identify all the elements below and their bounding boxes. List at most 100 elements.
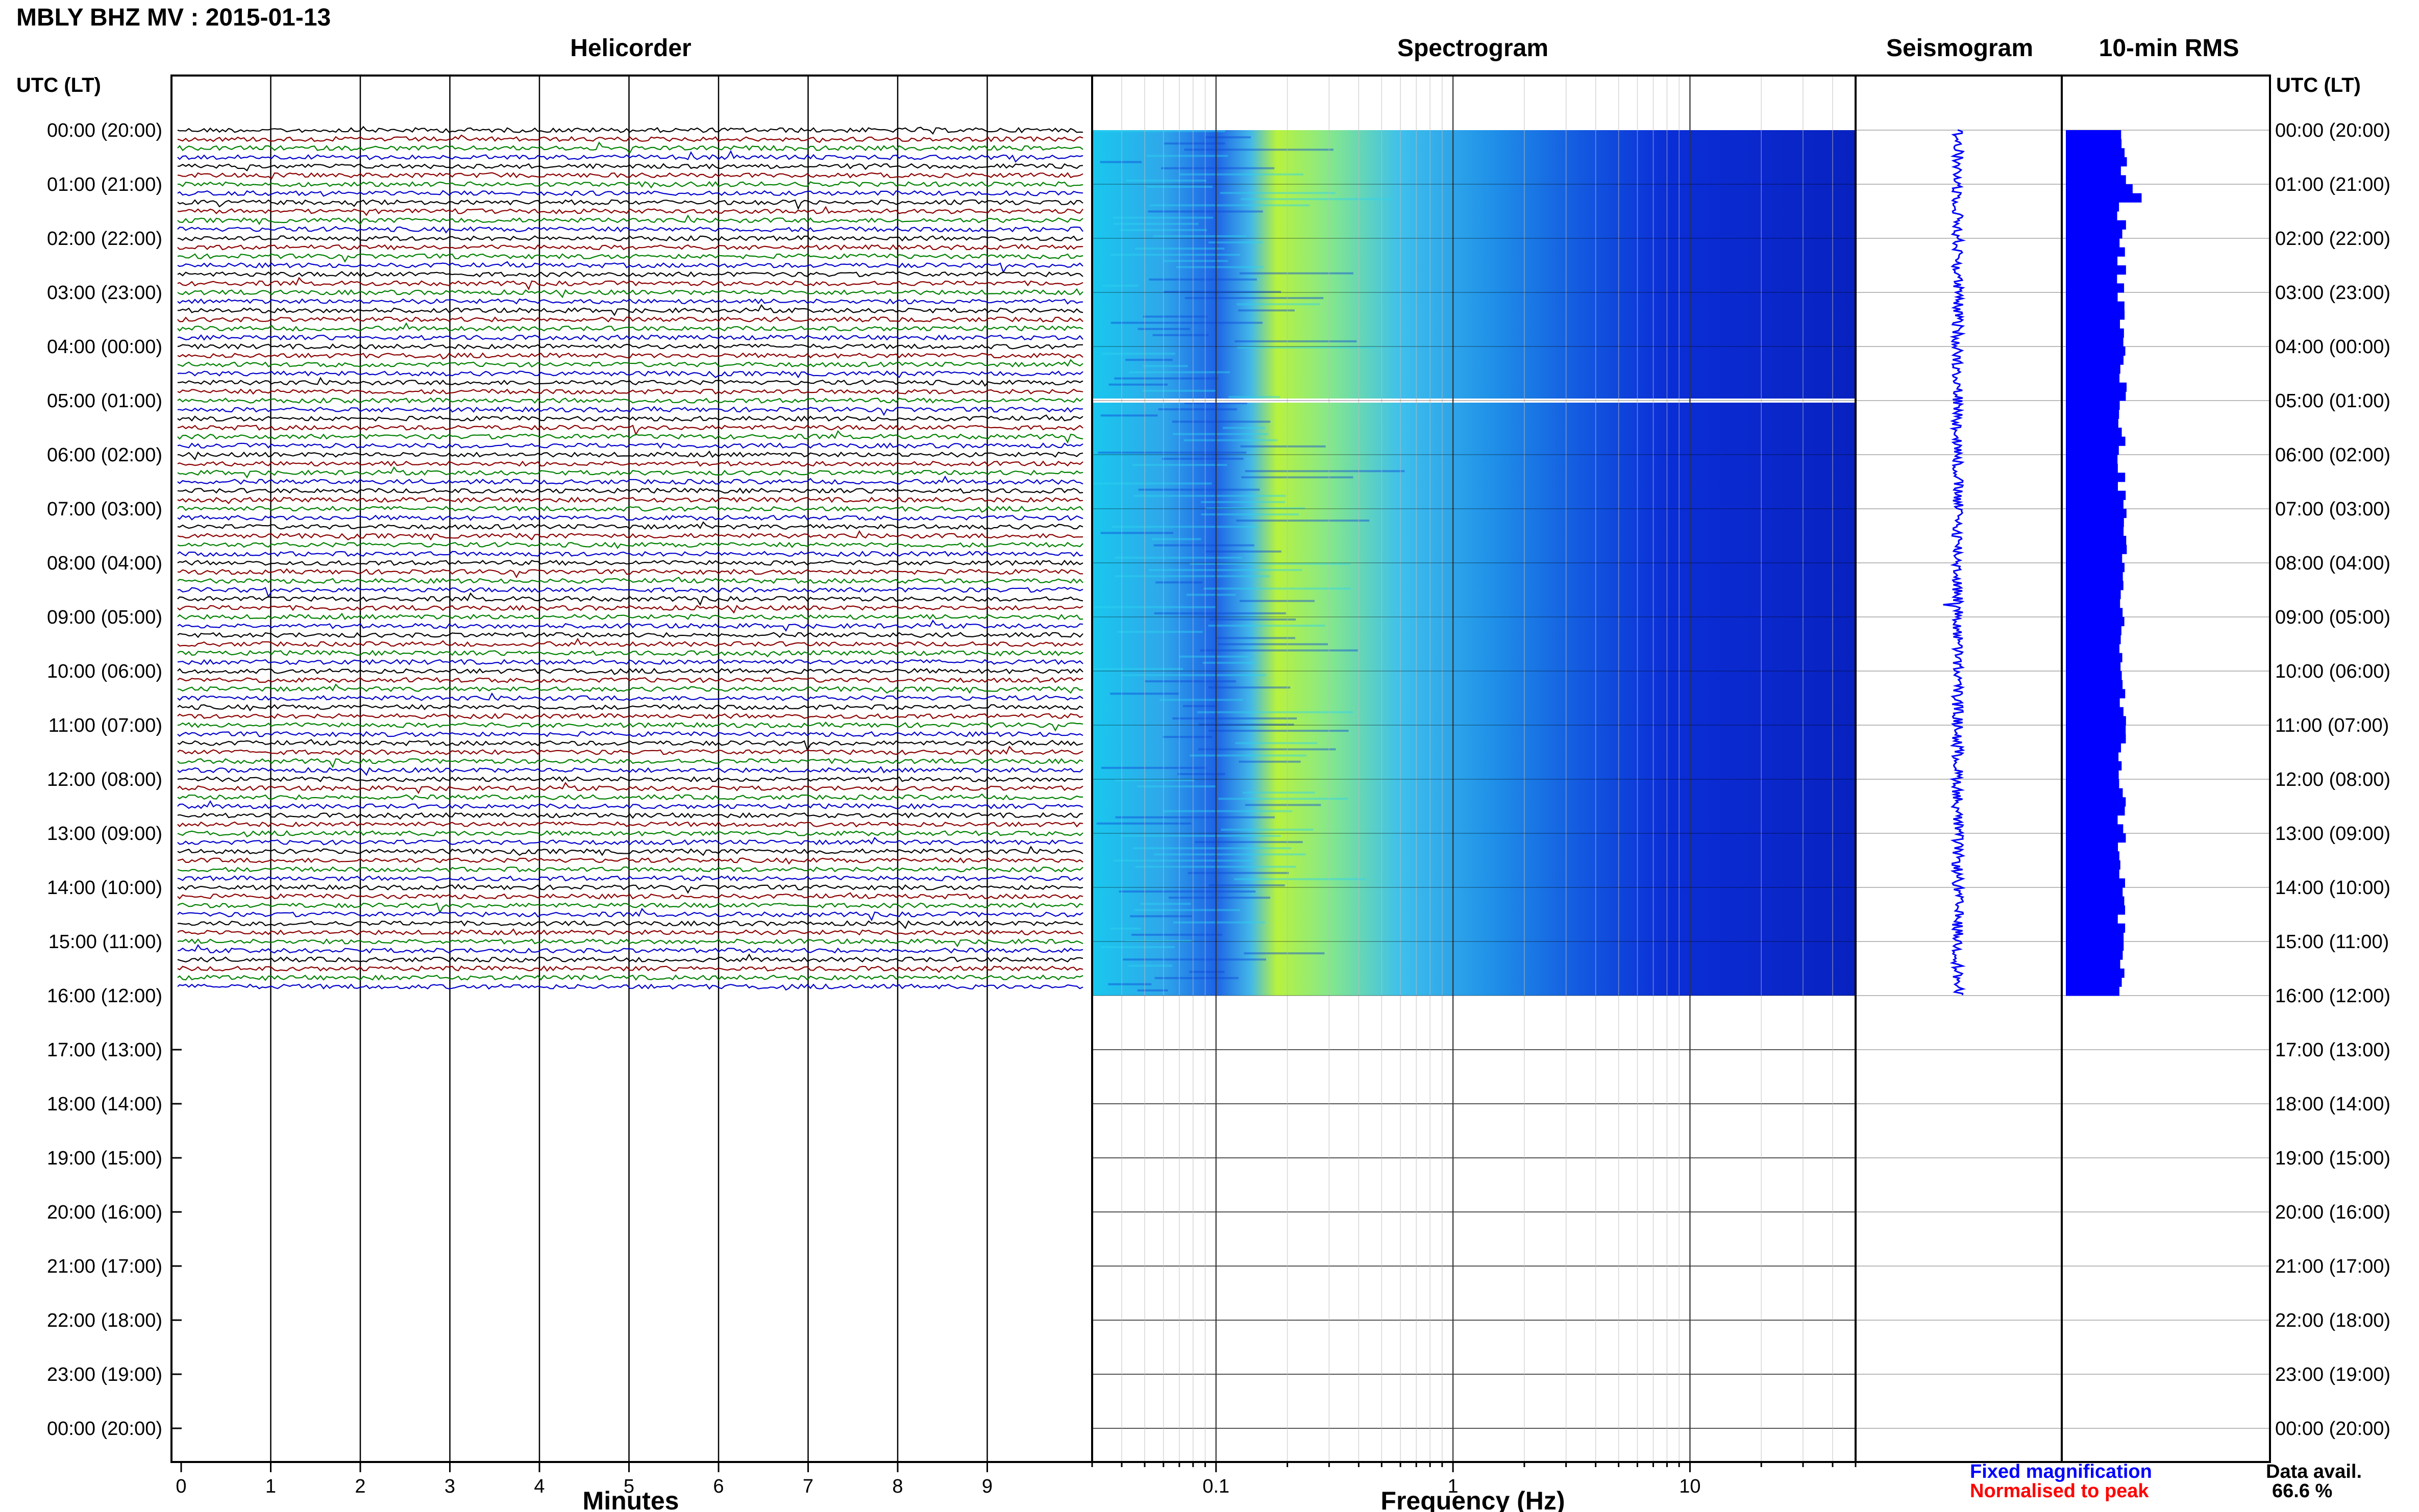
rms-bar xyxy=(2066,527,2124,536)
utc-label-right: UTC (LT) xyxy=(2276,74,2361,96)
rms-bar xyxy=(2066,590,2121,600)
spectrogram-streak xyxy=(1245,804,1321,806)
time-tick-label: 05:00 (01:00) xyxy=(47,390,162,412)
spectrogram-streak xyxy=(1132,847,1292,850)
spectrogram-streak xyxy=(1122,674,1266,677)
spectrogram-streak xyxy=(1228,395,1280,398)
time-tick-label: 00:00 (20:00) xyxy=(2275,120,2390,141)
time-tick-label: 22:00 (18:00) xyxy=(2275,1310,2390,1331)
rms-bar xyxy=(2066,175,2126,185)
helicorder-trace xyxy=(177,836,1083,846)
time-tick-label: 23:00 (19:00) xyxy=(47,1364,162,1385)
rms-bar xyxy=(2066,139,2122,148)
rms-bar xyxy=(2066,833,2126,843)
helicorder-trace xyxy=(177,214,1083,226)
helicorder-trace xyxy=(177,199,1083,210)
helicorder-trace xyxy=(177,928,1083,936)
frequency-tick-label: 10 xyxy=(1679,1476,1700,1497)
spectrogram-streak xyxy=(1096,822,1192,825)
spectrogram-streak xyxy=(1218,798,1348,800)
spectrogram-streak xyxy=(1163,736,1213,738)
helicorder-trace xyxy=(177,875,1083,882)
spectrogram-streak xyxy=(1235,742,1318,745)
helicorder-title: Helicorder xyxy=(570,35,691,62)
spectrogram-streak xyxy=(1094,130,1225,132)
spectrogram-streak xyxy=(1210,618,1296,621)
spectrogram-streak xyxy=(1239,600,1315,602)
time-tick-label: 09:00 (05:00) xyxy=(2275,607,2390,628)
helicorder-trace xyxy=(177,253,1083,263)
rms-bar xyxy=(2066,202,2119,212)
rms-bar xyxy=(2066,572,2123,581)
spectrogram-title: Spectrogram xyxy=(1397,35,1548,62)
spectrogram-streak xyxy=(1198,723,1294,726)
spectrogram-streak xyxy=(1115,779,1195,781)
frequency-tick-label: 1 xyxy=(1448,1476,1459,1497)
rms-bar xyxy=(2066,445,2119,455)
helicorder-trace xyxy=(177,261,1083,274)
helicorder-trace xyxy=(177,475,1083,485)
helicorder-trace xyxy=(177,497,1083,505)
helicorder-trace xyxy=(177,866,1083,873)
rms-bar xyxy=(2066,950,2123,960)
spectrogram-streak xyxy=(1239,760,1301,763)
spectrogram-streak xyxy=(1172,420,1271,423)
helicorder-trace xyxy=(177,172,1083,180)
spectrogram-streak xyxy=(1098,451,1247,454)
spectrogram-streak xyxy=(1188,872,1289,874)
helicorder-trace xyxy=(178,944,1083,954)
rms-bar xyxy=(2066,292,2118,302)
time-tick-label: 16:00 (12:00) xyxy=(47,985,162,1007)
spectrogram-streak xyxy=(1120,835,1281,837)
spectrogram-streak xyxy=(1205,550,1281,553)
spectrogram-streak xyxy=(1102,284,1139,287)
rms-bar xyxy=(2066,851,2119,861)
rms-bar xyxy=(2066,986,2119,996)
spectrogram-streak xyxy=(1110,927,1142,930)
helicorder-trace xyxy=(177,505,1083,513)
rms-bar xyxy=(2066,680,2123,689)
rms-bar xyxy=(2066,914,2118,924)
rms-bar xyxy=(2066,905,2126,915)
time-tick-label: 10:00 (06:00) xyxy=(47,661,162,682)
helicorder-trace xyxy=(177,586,1083,599)
helicorder-trace xyxy=(177,466,1083,479)
helicorder-trace xyxy=(177,953,1083,963)
helicorder-trace xyxy=(177,892,1083,900)
spectrogram-streak xyxy=(1184,148,1334,151)
rms-bar xyxy=(2066,166,2121,176)
time-tick-label: 14:00 (10:00) xyxy=(2275,877,2390,899)
helicorder-trace xyxy=(177,322,1083,332)
helicorder-trace xyxy=(177,126,1083,135)
spectrogram-streak xyxy=(1202,661,1256,664)
minute-tick-label: 5 xyxy=(624,1476,634,1497)
time-tick-label: 01:00 (21:00) xyxy=(2275,174,2390,195)
rms-bar xyxy=(2066,355,2124,365)
spectrogram-streak xyxy=(1163,810,1293,812)
rms-bar xyxy=(2066,220,2126,230)
spectrogram-streak xyxy=(1149,278,1257,281)
rms-bar xyxy=(2066,860,2120,870)
helicorder-trace xyxy=(177,974,1083,981)
spectrogram-streak xyxy=(1108,383,1168,386)
rms-bar xyxy=(2066,544,2127,554)
data-avail-label: Data avail. xyxy=(2266,1461,2362,1482)
helicorder-trace xyxy=(177,592,1083,606)
helicorder-trace xyxy=(177,370,1083,379)
spectrogram-streak xyxy=(1114,377,1219,380)
spectrogram-streak xyxy=(1172,433,1269,435)
rms-bar xyxy=(2066,617,2125,627)
spectrogram-streak xyxy=(1201,513,1299,516)
spectrogram-streak xyxy=(1208,625,1325,627)
time-tick-label: 03:00 (23:00) xyxy=(2275,282,2390,304)
spectrogram-streak xyxy=(1134,909,1241,911)
rms-bar xyxy=(2066,328,2124,338)
helicorder-trace xyxy=(177,800,1083,810)
spectrogram-streak xyxy=(1115,575,1270,578)
time-tick-label: 02:00 (22:00) xyxy=(47,228,162,250)
rms-bar xyxy=(2066,319,2120,329)
rms-bar xyxy=(2066,184,2133,194)
spectrogram-streak xyxy=(1112,526,1257,528)
helicorder-trace xyxy=(177,632,1083,638)
helicorder-trace xyxy=(177,226,1083,234)
